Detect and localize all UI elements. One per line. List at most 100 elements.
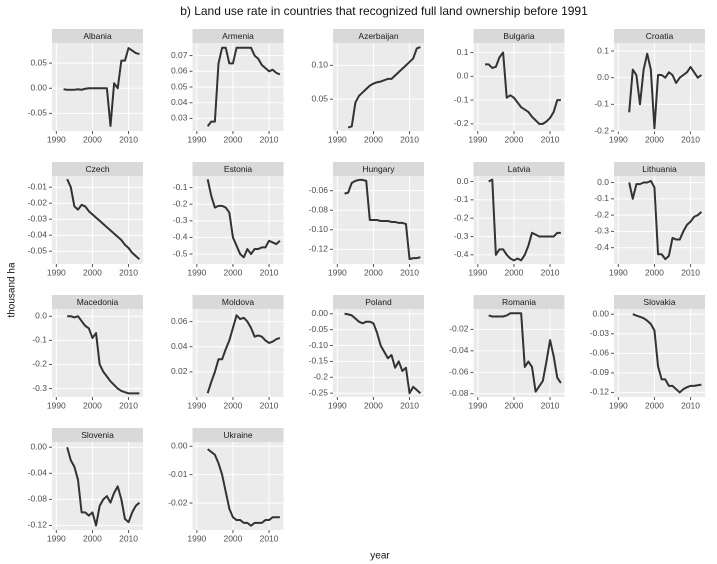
strip	[192, 29, 284, 43]
y-tick-label: -0.3	[594, 226, 609, 236]
strip	[52, 162, 143, 176]
y-tick-label: 0.07	[171, 50, 188, 60]
y-tick-label: 0.00	[30, 83, 47, 93]
line	[63, 47, 140, 127]
x-tick-label: 2000	[364, 267, 383, 277]
y-tick-label: -0.1	[173, 182, 188, 192]
x-tick-label: 2010	[119, 134, 138, 144]
y-tick-label: 0.05	[30, 57, 47, 67]
strip	[614, 162, 705, 176]
x-tick-label: 1990	[187, 134, 206, 144]
y-tick-label: 0.0	[457, 176, 469, 186]
x-tick-label: 2000	[223, 134, 242, 144]
x-tick-label: 2000	[364, 134, 383, 144]
x-tick-label: 2000	[645, 134, 664, 144]
strip	[473, 29, 565, 43]
x-tick-label: 2000	[364, 400, 383, 410]
y-tick-label: -0.01	[168, 469, 188, 479]
y-tick-label: 0.0	[35, 310, 47, 320]
y-tick-label: 0.10	[311, 60, 328, 70]
y-tick-label: -0.3	[32, 383, 47, 393]
y-tick-label: 0.06	[171, 316, 188, 326]
y-tick-label: -0.05	[28, 245, 48, 255]
y-tick-label: -0.02	[168, 497, 188, 507]
x-tick-label: 2010	[400, 134, 419, 144]
x-tick-label: 2010	[260, 267, 279, 277]
line	[488, 178, 561, 262]
panel-title: Czech	[85, 164, 109, 174]
y-tick-label: -0.03	[28, 213, 48, 223]
x-tick-label: 2010	[119, 533, 138, 543]
y-tick-label: 0.04	[171, 97, 188, 107]
y-tick-label: -0.10	[309, 340, 329, 350]
y-tick-label: -0.05	[309, 324, 329, 334]
line	[206, 46, 281, 127]
x-tick-label: 2000	[223, 533, 242, 543]
x-tick-label: 2000	[223, 400, 242, 410]
y-tick-label: -0.3	[173, 215, 188, 225]
y-tick-label: -0.1	[594, 193, 609, 203]
y-tick-label: 0.02	[171, 366, 188, 376]
y-tick-label: -0.04	[28, 468, 48, 478]
x-tick-label: 1990	[47, 134, 66, 144]
panel-title: Croatia	[646, 31, 674, 41]
strip	[614, 295, 705, 309]
panel-title: Lithuania	[642, 164, 677, 174]
y-tick-label: -0.06	[590, 348, 610, 358]
line	[67, 315, 140, 395]
strip	[52, 29, 143, 43]
line	[485, 51, 561, 125]
strip	[192, 295, 284, 309]
y-axis-label: thousand ha	[7, 262, 18, 317]
x-tick-label: 2000	[504, 134, 523, 144]
y-tick-label: -0.2	[594, 209, 609, 219]
line	[488, 312, 562, 393]
x-tick-label: 1990	[328, 134, 347, 144]
y-tick-label: -0.12	[28, 520, 48, 530]
x-tick-label: 2010	[541, 134, 560, 144]
y-tick-label: 0.00	[30, 441, 47, 451]
strip	[333, 162, 424, 176]
x-tick-label: 2010	[400, 267, 419, 277]
x-tick-label: 1990	[187, 267, 206, 277]
y-tick-label: 0.05	[171, 81, 188, 91]
panel-title: Latvia	[508, 164, 531, 174]
y-tick-label: -0.5	[173, 248, 188, 258]
y-tick-label: -0.08	[28, 494, 48, 504]
line	[207, 448, 280, 527]
panel-background	[192, 309, 284, 397]
y-tick-label: -0.06	[449, 367, 469, 377]
x-tick-label: 2010	[541, 267, 560, 277]
y-tick-label: -0.4	[454, 249, 469, 259]
y-tick-label: 0.00	[592, 308, 609, 318]
panel-title: Hungary	[362, 164, 395, 174]
x-tick-label: 1990	[609, 267, 628, 277]
panel-title: Poland	[365, 297, 392, 307]
y-tick-label: -0.15	[309, 356, 329, 366]
x-tick-label: 2000	[83, 533, 102, 543]
x-tick-label: 2010	[260, 134, 279, 144]
x-tick-label: 1990	[328, 400, 347, 410]
y-tick-label: -0.2	[32, 359, 47, 369]
line	[632, 313, 702, 394]
panel-title: Armenia	[222, 31, 254, 41]
strip	[473, 162, 565, 176]
x-tick-label: 2010	[260, 533, 279, 543]
x-tick-label: 2010	[400, 400, 419, 410]
y-tick-label: 0.1	[597, 45, 609, 55]
strip	[192, 162, 284, 176]
panel-title: Azerbaijan	[358, 31, 398, 41]
panel-background	[333, 43, 424, 131]
x-tick-label: 2010	[681, 267, 700, 277]
x-tick-label: 2000	[223, 267, 242, 277]
y-tick-label: -0.09	[590, 367, 610, 377]
line	[66, 178, 141, 260]
line	[344, 312, 422, 395]
y-tick-label: -0.02	[449, 324, 469, 334]
y-tick-label: 0.03	[171, 113, 188, 123]
strip	[333, 295, 424, 309]
y-tick-label: 0.00	[171, 441, 188, 451]
y-tick-label: -0.3	[454, 231, 469, 241]
strip	[473, 295, 565, 309]
